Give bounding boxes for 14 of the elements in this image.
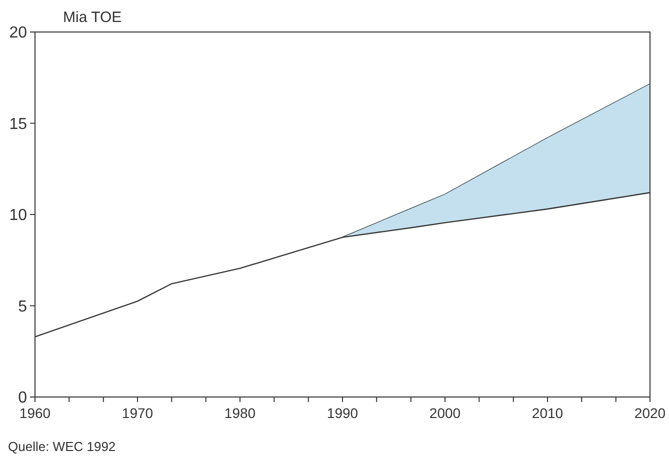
y-tick-label: 10 bbox=[9, 207, 28, 224]
y-tick-label: 15 bbox=[9, 116, 28, 133]
y-tick-label: 20 bbox=[9, 24, 28, 42]
y-axis-title: Mia TOE bbox=[63, 9, 122, 26]
y-tick-label: 5 bbox=[18, 298, 28, 316]
x-tick-label: 2000 bbox=[429, 405, 461, 421]
x-tick-label: 1980 bbox=[224, 405, 256, 421]
y-tick-label: 0 bbox=[18, 390, 28, 407]
x-tick-label: 2020 bbox=[634, 405, 666, 421]
source-note: Quelle: WEC 1992 bbox=[8, 439, 116, 454]
x-tick-label: 1970 bbox=[122, 405, 154, 421]
x-tick-label: 1990 bbox=[326, 405, 358, 421]
x-tick-label: 2010 bbox=[532, 405, 564, 421]
x-tick-label: 1960 bbox=[19, 405, 51, 421]
